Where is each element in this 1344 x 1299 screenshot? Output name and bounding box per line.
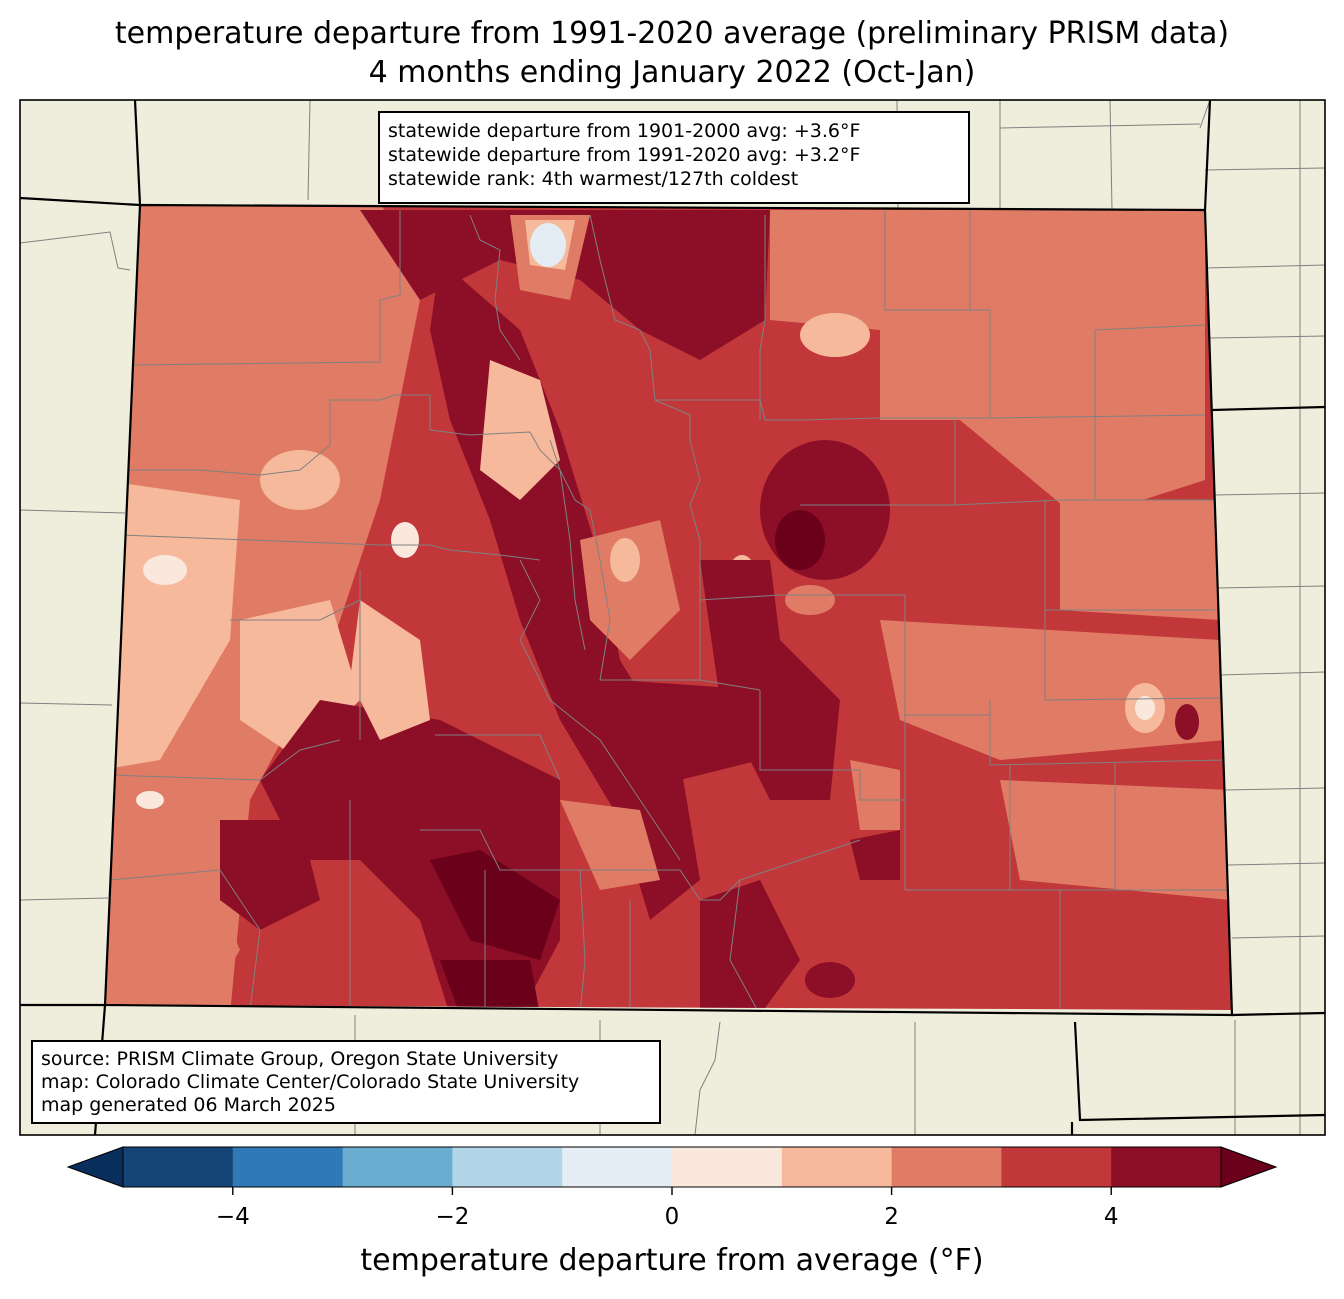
map-frame [19, 99, 1326, 1136]
colorbar-segment [672, 1147, 783, 1187]
colorbar-under-extension [66, 1146, 124, 1188]
colorbar-segment [781, 1147, 893, 1187]
colorbar-tick-label: 2 [884, 1204, 899, 1230]
colorbar [66, 1146, 1278, 1195]
colorado-county-lines [109, 210, 1230, 1010]
chart-title: temperature departure from 1991-2020 ave… [114, 16, 1230, 51]
colorbar-segment [452, 1147, 563, 1187]
source-line: source: PRISM Climate Group, Oregon Stat… [41, 1048, 559, 1070]
map-area [20, 100, 1325, 1135]
stats-line-1991-2020: statewide departure from 1991-2020 avg: … [388, 144, 861, 166]
colorbar-tick-label: −4 [215, 1204, 250, 1230]
stats-line-1901-2000: statewide departure from 1901-2000 avg: … [388, 120, 861, 142]
temperature-departure-field [105, 205, 1232, 1010]
colorbar-segment [1001, 1147, 1112, 1187]
source-credit-box: source: PRISM Climate Group, Oregon Stat… [31, 1040, 661, 1124]
colorbar-segment [562, 1147, 673, 1187]
map-credit-line: map: Colorado Climate Center/Colorado St… [41, 1071, 580, 1093]
colorbar-segment [232, 1147, 344, 1187]
statewide-stats-box: statewide departure from 1901-2000 avg: … [378, 111, 970, 204]
generated-date-line: map generated 06 March 2025 [41, 1094, 336, 1116]
colorbar-segment [1111, 1147, 1222, 1187]
colorbar-segment [342, 1147, 453, 1187]
state-boundaries [20, 100, 1325, 1135]
colorbar-label: temperature departure from average (°F) [360, 1243, 984, 1278]
colorbar-tick-label: −2 [435, 1204, 470, 1230]
colorbar-segment [891, 1147, 1002, 1187]
colorbar-tick-label: 0 [664, 1204, 680, 1230]
colorbar-over-extension [1220, 1146, 1278, 1188]
colorbar-segment [123, 1147, 234, 1187]
colorbar-tick-label: 4 [1103, 1204, 1119, 1230]
chart-subtitle: 4 months ending January 2022 (Oct-Jan) [368, 55, 976, 90]
stats-line-rank: statewide rank: 4th warmest/127th coldes… [388, 168, 799, 190]
